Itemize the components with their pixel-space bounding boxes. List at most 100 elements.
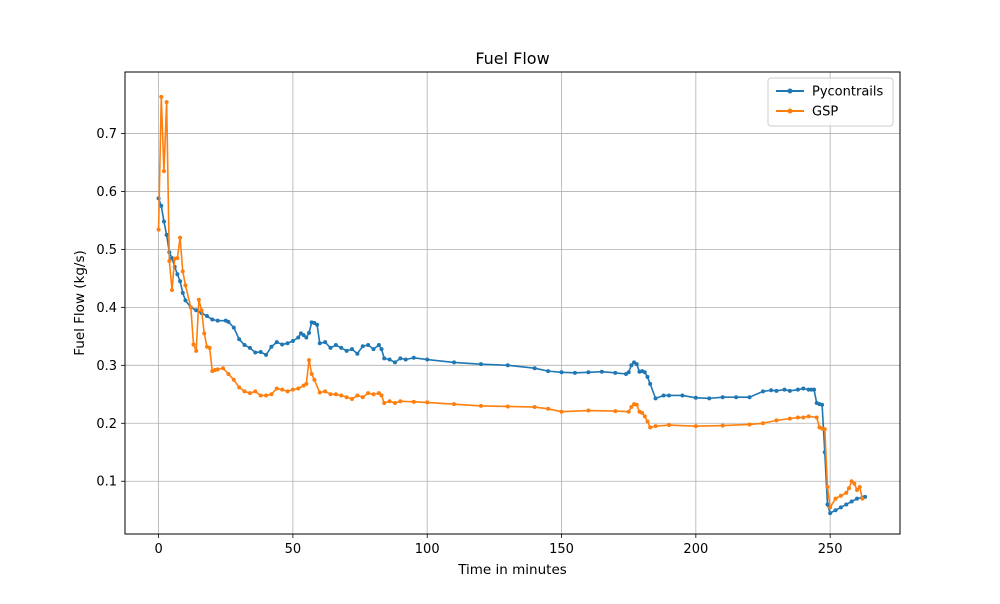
data-point-gsp bbox=[191, 342, 196, 347]
data-point-pycontrails bbox=[505, 363, 510, 368]
data-point-gsp bbox=[202, 331, 207, 336]
data-point-gsp bbox=[801, 415, 806, 420]
data-point-gsp bbox=[247, 391, 252, 396]
data-point-gsp bbox=[196, 297, 201, 302]
data-point-gsp bbox=[376, 391, 381, 396]
data-point-pycontrails bbox=[452, 360, 457, 365]
data-point-gsp bbox=[379, 393, 384, 398]
data-point-gsp bbox=[852, 481, 857, 486]
data-point-pycontrails bbox=[323, 340, 328, 345]
data-point-gsp bbox=[355, 393, 360, 398]
data-point-pycontrails bbox=[315, 322, 320, 327]
data-point-gsp bbox=[258, 393, 263, 398]
y-tick-label: 0.7 bbox=[96, 127, 117, 142]
data-point-gsp bbox=[231, 377, 236, 382]
data-point-pycontrails bbox=[164, 232, 169, 237]
data-point-pycontrails bbox=[161, 219, 166, 224]
data-point-gsp bbox=[194, 348, 199, 353]
data-point-pycontrails bbox=[838, 505, 843, 510]
data-point-pycontrails bbox=[317, 341, 322, 346]
y-tick-label: 0.3 bbox=[96, 359, 117, 374]
data-point-pycontrails bbox=[247, 345, 252, 350]
data-point-pycontrails bbox=[339, 345, 344, 350]
data-point-pycontrails bbox=[269, 344, 274, 349]
data-point-pycontrails bbox=[159, 203, 164, 208]
data-point-pycontrails bbox=[761, 389, 765, 394]
data-point-gsp bbox=[398, 399, 403, 404]
data-point-gsp bbox=[221, 366, 226, 371]
data-point-gsp bbox=[237, 385, 242, 390]
data-point-pycontrails bbox=[559, 370, 564, 375]
data-point-pycontrails bbox=[828, 511, 833, 516]
data-point-gsp bbox=[774, 418, 779, 423]
data-point-gsp bbox=[349, 396, 354, 401]
data-point-pycontrails bbox=[231, 325, 236, 330]
data-point-pycontrails bbox=[425, 357, 430, 362]
data-point-pycontrails bbox=[398, 356, 403, 361]
data-point-gsp bbox=[371, 392, 376, 397]
data-point-pycontrails bbox=[307, 330, 312, 335]
legend-label-gsp: GSP bbox=[812, 105, 838, 120]
data-point-pycontrails bbox=[478, 362, 483, 367]
data-point-pycontrails bbox=[210, 317, 215, 322]
data-point-gsp bbox=[857, 485, 862, 490]
data-point-pycontrails bbox=[344, 348, 349, 353]
data-point-gsp bbox=[860, 496, 865, 501]
data-point-pycontrails bbox=[296, 335, 301, 340]
data-point-gsp bbox=[452, 402, 457, 407]
data-point-pycontrails bbox=[382, 356, 387, 361]
data-point-pycontrails bbox=[253, 350, 258, 355]
data-point-pycontrails bbox=[833, 508, 838, 513]
data-point-pycontrails bbox=[787, 388, 792, 393]
data-point-pycontrails bbox=[734, 395, 739, 400]
data-point-gsp bbox=[626, 409, 631, 414]
data-point-pycontrails bbox=[304, 335, 309, 340]
data-point-pycontrails bbox=[403, 357, 408, 362]
data-point-pycontrails bbox=[178, 279, 183, 284]
data-point-gsp bbox=[825, 485, 830, 490]
data-point-pycontrails bbox=[204, 314, 209, 319]
data-point-pycontrails bbox=[180, 290, 185, 295]
data-point-gsp bbox=[207, 345, 212, 350]
data-point-pycontrails bbox=[258, 349, 263, 354]
data-point-pycontrails bbox=[661, 393, 666, 398]
data-point-pycontrails bbox=[392, 360, 397, 365]
data-point-pycontrails bbox=[648, 381, 653, 386]
data-point-pycontrails bbox=[572, 370, 577, 375]
y-tick-label: 0.2 bbox=[96, 417, 117, 432]
data-point-pycontrails bbox=[280, 342, 285, 347]
data-point-gsp bbox=[559, 409, 564, 414]
data-point-gsp bbox=[290, 387, 295, 392]
data-point-pycontrails bbox=[355, 351, 360, 356]
data-point-gsp bbox=[296, 386, 301, 391]
data-point-pycontrails bbox=[360, 344, 365, 349]
data-point-gsp bbox=[180, 269, 185, 274]
data-point-gsp bbox=[161, 169, 166, 174]
data-point-gsp bbox=[844, 490, 849, 495]
data-point-pycontrails bbox=[795, 387, 800, 392]
data-point-gsp bbox=[586, 408, 591, 413]
series-layer bbox=[156, 94, 868, 516]
data-point-gsp bbox=[761, 421, 765, 426]
data-point-gsp bbox=[478, 403, 483, 408]
data-point-gsp bbox=[642, 414, 647, 419]
data-point-pycontrails bbox=[812, 387, 817, 392]
legend-marker-pycontrails bbox=[787, 88, 793, 94]
data-point-gsp bbox=[253, 389, 258, 394]
data-point-gsp bbox=[242, 389, 247, 394]
data-point-gsp bbox=[309, 372, 314, 377]
data-point-gsp bbox=[167, 258, 172, 263]
data-point-gsp bbox=[645, 419, 650, 424]
x-tick-label: 50 bbox=[285, 542, 302, 557]
data-point-pycontrails bbox=[820, 402, 825, 407]
x-tick-label: 0 bbox=[154, 542, 162, 557]
data-point-gsp bbox=[178, 235, 183, 240]
data-point-pycontrails bbox=[379, 347, 384, 352]
data-point-pycontrails bbox=[546, 369, 551, 374]
data-point-pycontrails bbox=[599, 369, 604, 374]
data-point-gsp bbox=[634, 402, 639, 407]
data-point-gsp bbox=[833, 496, 838, 501]
axis-ticks: 0 50 100 150 200 250 0.1 0.2 0.3 0.4 0.5 0.6 0.7 bbox=[96, 127, 842, 557]
